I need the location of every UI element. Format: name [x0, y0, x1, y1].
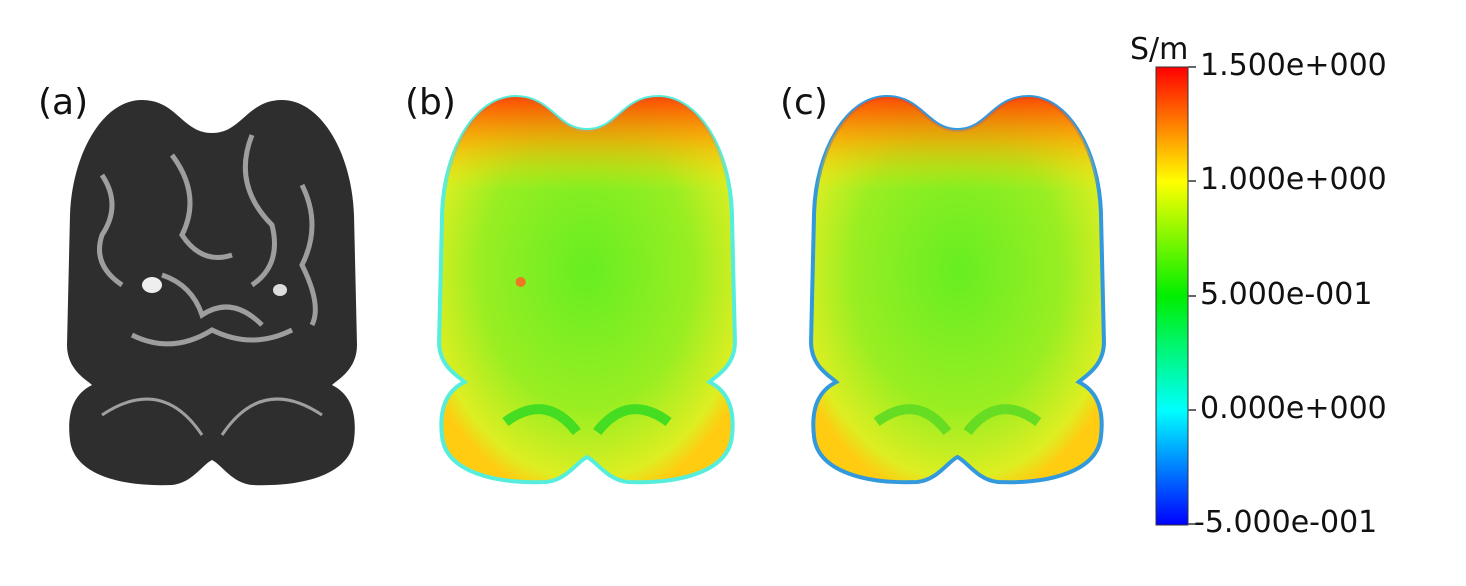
colorbar-tick-label: 1.000e+000 — [1200, 162, 1387, 197]
colorbar — [1155, 66, 1189, 526]
panel-a-image — [67, 100, 357, 486]
colorbar-tick-label: 0.000e+000 — [1200, 391, 1387, 426]
panel-label-a: (a) — [38, 82, 89, 123]
colorbar-tick-label: -5.000e-001 — [1194, 505, 1378, 540]
colorbar-tick-label: 5.000e-001 — [1200, 277, 1373, 312]
panel-c-image — [806, 92, 1109, 487]
colorbar-ticks — [1188, 66, 1196, 525]
colorbar-unit: S/m — [1130, 32, 1189, 67]
panel-b-image — [434, 92, 740, 487]
colorbar-tick-label: 1.500e+000 — [1200, 48, 1387, 83]
panel-label-c: (c) — [780, 82, 828, 123]
panel-label-b: (b) — [405, 82, 456, 123]
